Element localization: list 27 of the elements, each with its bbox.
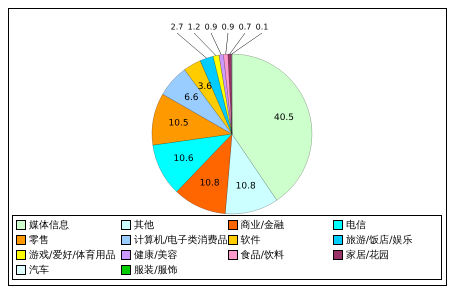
data-label: 1.2 xyxy=(188,22,200,32)
legend-label: 健康/美容 xyxy=(134,248,178,262)
legend-label: 媒体信息 xyxy=(29,218,69,232)
data-label: 0.9 xyxy=(204,22,218,32)
data-label: 2.7 xyxy=(170,22,184,32)
data-label: 6.6 xyxy=(184,92,199,103)
legend-label: 软件 xyxy=(240,234,261,247)
legend-label: 其他 xyxy=(134,218,154,232)
legend-label: 电信 xyxy=(346,218,366,232)
data-label: 40.5 xyxy=(274,113,294,124)
legend-label: 计算机/电子类消费品 xyxy=(134,234,228,247)
legend-label: 游戏/爱好/体育用品 xyxy=(29,248,116,262)
data-label: 10.5 xyxy=(168,118,189,129)
legend-label: 家居/花园 xyxy=(346,248,390,262)
legend-label: 服装/服饰 xyxy=(134,264,178,277)
data-label: 0.9 xyxy=(222,22,234,32)
data-label: 0.1 xyxy=(256,22,268,32)
data-label: 0.7 xyxy=(238,22,252,32)
legend-label: 旅游/饭店/娱乐 xyxy=(346,234,413,247)
legend-label: 商业/金融 xyxy=(240,218,284,232)
data-label: 10.6 xyxy=(174,154,194,164)
legend-label: 食品/饮料 xyxy=(240,248,284,262)
data-label: 10.8 xyxy=(236,182,256,192)
legend-label: 汽车 xyxy=(29,264,49,277)
legend-label: 零售 xyxy=(29,234,49,247)
data-label: 10.8 xyxy=(200,178,220,189)
data-label: 3.6 xyxy=(198,82,212,92)
